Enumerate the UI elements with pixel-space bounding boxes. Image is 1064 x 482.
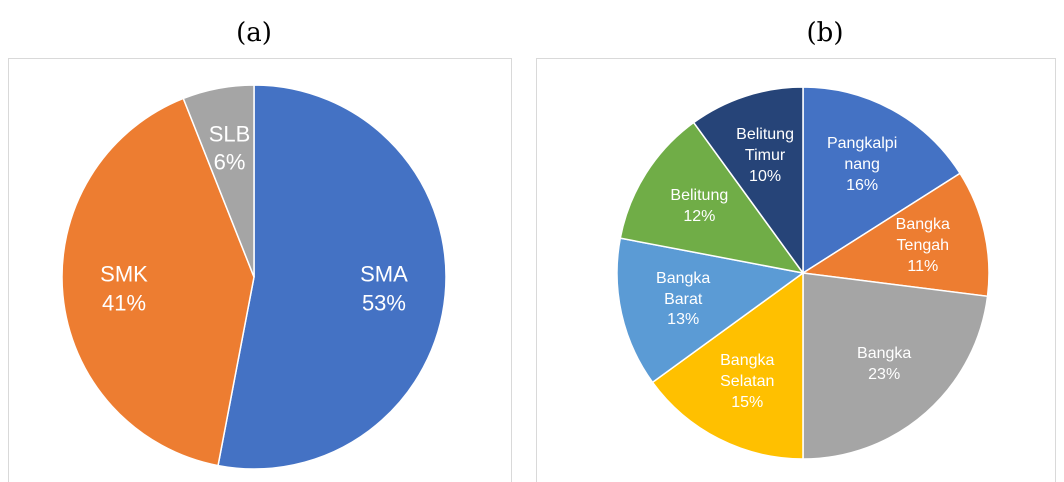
category-label: Bangka Barat: [656, 269, 711, 308]
slice-label: Bangka 23%: [845, 344, 923, 386]
chart-title: (a): [236, 18, 272, 48]
pie-slice: [651, 271, 804, 460]
pie-slice: [182, 84, 255, 278]
category-label: Bangka: [857, 345, 912, 363]
chart-title: (b): [807, 18, 844, 48]
value-label: 41%: [101, 290, 147, 316]
slice-label: Belitung Timur 10%: [726, 125, 804, 187]
panel-a: [8, 58, 512, 482]
category-label: SLB: [208, 121, 251, 147]
slice-label: Belitung 12%: [660, 186, 738, 228]
category-label: Pangkalpinang: [826, 135, 898, 174]
value-label: 16%: [846, 176, 879, 194]
category-label: Belitung: [670, 187, 729, 205]
category-label: SMK: [100, 261, 148, 287]
slice-label: Pangkalpinang 16%: [823, 134, 901, 196]
slice-label: SMK 41%: [79, 261, 169, 318]
value-label: 53%: [361, 290, 406, 316]
category-label: SMA: [360, 261, 408, 287]
pie-slice: [692, 86, 804, 276]
category-label: Belitung Timur: [736, 126, 794, 164]
pie-slice: [217, 84, 447, 470]
slice-label: Bangka Selatan 15%: [708, 351, 786, 413]
panel-b: [536, 58, 1056, 482]
value-label: 6%: [213, 149, 246, 175]
value-label: 10%: [749, 167, 782, 185]
pie-slice: [800, 172, 990, 298]
pie-slice: [616, 237, 805, 384]
pie-slice: [802, 86, 962, 275]
value-label: 23%: [868, 366, 901, 384]
pie-slice: [802, 272, 989, 460]
pie-slice: [619, 121, 805, 275]
category-label: Bangka Tengah: [895, 216, 950, 254]
slice-label: Bangka Barat 13%: [644, 269, 722, 331]
slice-label: SLB 6%: [185, 120, 275, 177]
category-label: Bangka Selatan: [720, 352, 775, 390]
pie-slice: [61, 97, 255, 467]
value-label: 11%: [907, 257, 939, 275]
value-label: 15%: [731, 393, 764, 411]
slice-label: SMA 53%: [339, 261, 429, 318]
value-label: 13%: [667, 311, 700, 329]
value-label: 12%: [683, 208, 716, 226]
slice-label: Bangka Tengah 11%: [884, 215, 962, 277]
